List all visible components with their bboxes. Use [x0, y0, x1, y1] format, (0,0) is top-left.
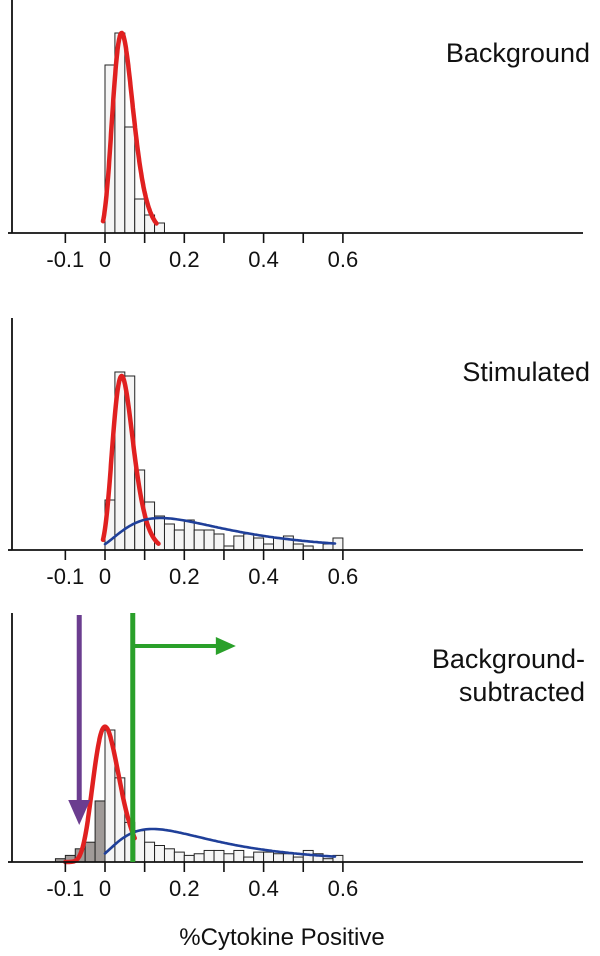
- x-tick-label: 0.4: [248, 876, 279, 901]
- histogram-bar: [273, 537, 284, 551]
- histogram-bar: [163, 523, 175, 551]
- histogram-bar: [233, 849, 245, 863]
- x-tick-label: 0.2: [169, 564, 200, 589]
- background-fit-curve: [100, 373, 161, 546]
- histogram-bar: [134, 830, 146, 863]
- panel-2: -0.1 0 0.2 0.4 0.6 Stimulated: [8, 318, 590, 589]
- histogram-bar: [273, 853, 284, 863]
- panel-3: -0.1 0 0.2 0.4 0.6 Background-subtracted %Cyto…: [8, 613, 585, 951]
- panel-title: Stimulated: [462, 357, 590, 387]
- histogram-bar: [253, 851, 265, 863]
- x-axis-title: %Cytokine Positive: [179, 924, 384, 951]
- negative-arrow-head: [68, 800, 91, 825]
- x-tick-label: 0.4: [248, 564, 279, 589]
- histogram-bar: [124, 126, 136, 234]
- histogram-bar: [193, 529, 205, 551]
- x-tick-label: 0.2: [169, 247, 200, 272]
- x-tick-label: 0: [99, 564, 111, 589]
- histogram-bar: [263, 851, 275, 863]
- histogram-bar: [183, 854, 195, 863]
- x-tick-label: 0.2: [169, 876, 200, 901]
- x-tick-label: -0.1: [46, 564, 84, 589]
- positive-fit-curve: [103, 516, 337, 546]
- histogram-bar: [243, 533, 255, 551]
- histogram-bar: [213, 849, 225, 863]
- histogram-bar: [223, 853, 235, 863]
- histogram-bar: [154, 845, 165, 863]
- panel-title: Background-: [432, 644, 585, 674]
- histogram-bar: [203, 529, 215, 551]
- histogram-bar: [173, 851, 185, 863]
- histogram-bar: [84, 841, 96, 863]
- histogram-bar: [282, 853, 294, 863]
- background-fit-curve: [100, 30, 159, 226]
- histogram-bar: [144, 841, 156, 863]
- x-tick-label: 0.4: [248, 247, 279, 272]
- positive-arrow-head: [215, 637, 236, 655]
- panel-1: -0.1 0 0.2 0.4 0.6 Background: [8, 0, 590, 272]
- histogram-bar: [203, 849, 215, 863]
- x-tick-label: -0.1: [46, 247, 84, 272]
- x-tick-label: 0: [99, 247, 111, 272]
- histogram-bar: [173, 529, 185, 551]
- histogram-bar: [94, 800, 106, 863]
- histogram-bar: [183, 519, 195, 551]
- histogram-bar: [253, 537, 265, 551]
- x-tick-label: 0.6: [328, 564, 359, 589]
- histogram-bar: [163, 848, 175, 863]
- x-tick-label: 0.6: [328, 247, 359, 272]
- histogram-bar: [134, 198, 146, 234]
- x-tick-label: 0: [99, 876, 111, 901]
- histogram-bar: [193, 853, 205, 863]
- histogram-bar: [233, 535, 245, 551]
- panel-title: subtracted: [459, 677, 585, 707]
- positive-fit-curve: [103, 827, 337, 858]
- background-fit-curve: [63, 724, 137, 865]
- histogram-bar: [213, 533, 225, 551]
- x-tick-label: -0.1: [46, 876, 84, 901]
- panel-title: Background: [446, 38, 590, 68]
- x-tick-label: 0.6: [328, 876, 359, 901]
